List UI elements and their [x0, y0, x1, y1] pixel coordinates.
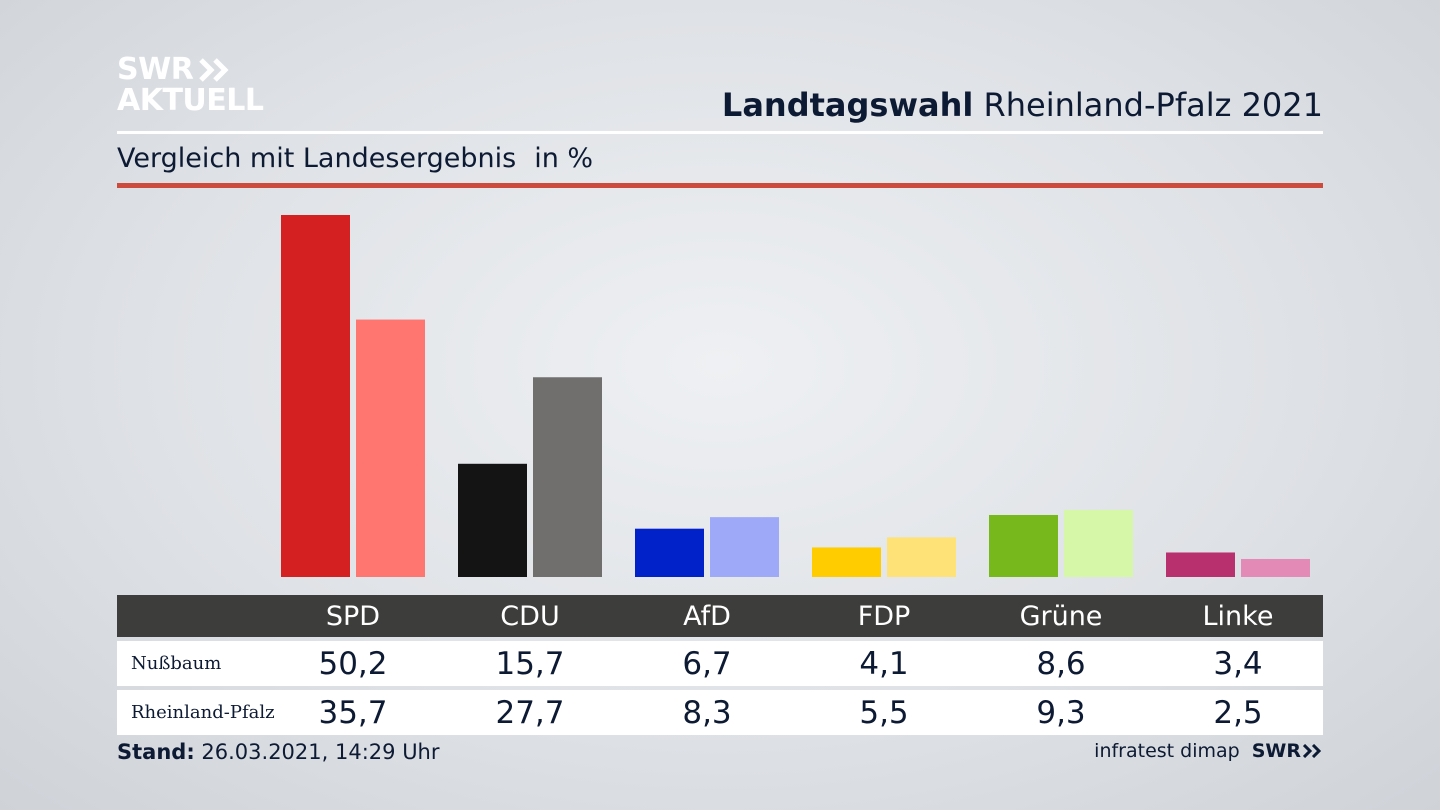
- bar-cdu-landesergebnis: [533, 377, 602, 577]
- category-label: CDU: [500, 600, 560, 632]
- title-bold: Landtagswahl: [721, 86, 974, 124]
- value-label: 2,5: [1213, 694, 1263, 731]
- category-label: FDP: [857, 600, 911, 632]
- stand-value: 26.03.2021, 14:29 Uhr: [201, 740, 440, 764]
- bar-grne-nussbaum: [989, 514, 1058, 577]
- bar-fdp-nussbaum: [812, 547, 881, 577]
- source-credit: infratest dimap SWR: [1094, 740, 1323, 762]
- swr-brand: SWR: [1252, 740, 1323, 762]
- table-header-row: SPD CDU AfD FDP Grüne Linke: [117, 595, 1323, 637]
- page-title: Landtagswahl Rheinland-Pfalz 2021: [722, 86, 1323, 124]
- row-label: Rheinland-Pfalz: [131, 702, 275, 723]
- chevrons-icon: [1303, 744, 1322, 758]
- title-rest: Rheinland-Pfalz 2021: [983, 86, 1323, 124]
- results-table: SPD CDU AfD FDP Grüne Linke Nußbaum 50,2 15,7 6…: [117, 595, 1323, 735]
- table-row: Rheinland-Pfalz 35,7 27,7 8,3 5,5 9,3 2,5: [117, 690, 1323, 735]
- value-label: 35,7: [318, 694, 388, 731]
- value-label: 8,3: [682, 694, 732, 731]
- category-label: Grüne: [1019, 600, 1103, 632]
- bar-spd-landesergebnis: [356, 319, 425, 577]
- logo-line1: SWR: [117, 52, 194, 87]
- chevrons-icon: [199, 57, 229, 82]
- chart-subtitle: Vergleich mit Landesergebnis in %: [117, 143, 593, 174]
- timestamp: Stand: 26.03.2021, 14:29 Uhr: [117, 740, 440, 764]
- value-label: 9,3: [1036, 694, 1086, 731]
- table-row: Nußbaum 50,2 15,7 6,7 4,1 8,6 3,4: [117, 641, 1323, 686]
- bar-linke-landesergebnis: [1241, 558, 1310, 577]
- value-label: 50,2: [318, 645, 388, 682]
- accent-rule: [117, 183, 1323, 188]
- brand-text: SWR: [1251, 740, 1301, 762]
- value-label: 4,1: [859, 645, 909, 682]
- logo-line2: AKTUELL: [117, 83, 264, 118]
- header-divider: [117, 131, 1323, 134]
- bar-afd-nussbaum: [635, 528, 704, 577]
- value-label: 3,4: [1213, 645, 1263, 682]
- bar-linke-nussbaum: [1166, 552, 1235, 577]
- bar-fdp-landesergebnis: [887, 537, 956, 577]
- bar-grne-landesergebnis: [1064, 509, 1133, 577]
- value-label: 6,7: [682, 645, 732, 682]
- stand-label: Stand:: [117, 740, 195, 764]
- value-label: 27,7: [495, 694, 565, 731]
- unit-label: in %: [534, 143, 594, 174]
- row-label: Nußbaum: [131, 653, 222, 674]
- subtitle-text: Vergleich mit Landesergebnis: [117, 143, 517, 174]
- bar-spd-nussbaum: [281, 215, 350, 577]
- value-label: 5,5: [859, 694, 909, 731]
- source-text: infratest dimap: [1094, 740, 1240, 762]
- bar-cdu-nussbaum: [458, 463, 527, 577]
- bar-afd-landesergebnis: [710, 517, 779, 577]
- category-label: SPD: [325, 600, 381, 632]
- category-label: Linke: [1202, 600, 1274, 632]
- value-label: 8,6: [1036, 645, 1086, 682]
- category-label: AfD: [683, 600, 731, 632]
- swr-aktuell-logo: SWR AKTUELL: [117, 54, 264, 116]
- value-label: 15,7: [495, 645, 565, 682]
